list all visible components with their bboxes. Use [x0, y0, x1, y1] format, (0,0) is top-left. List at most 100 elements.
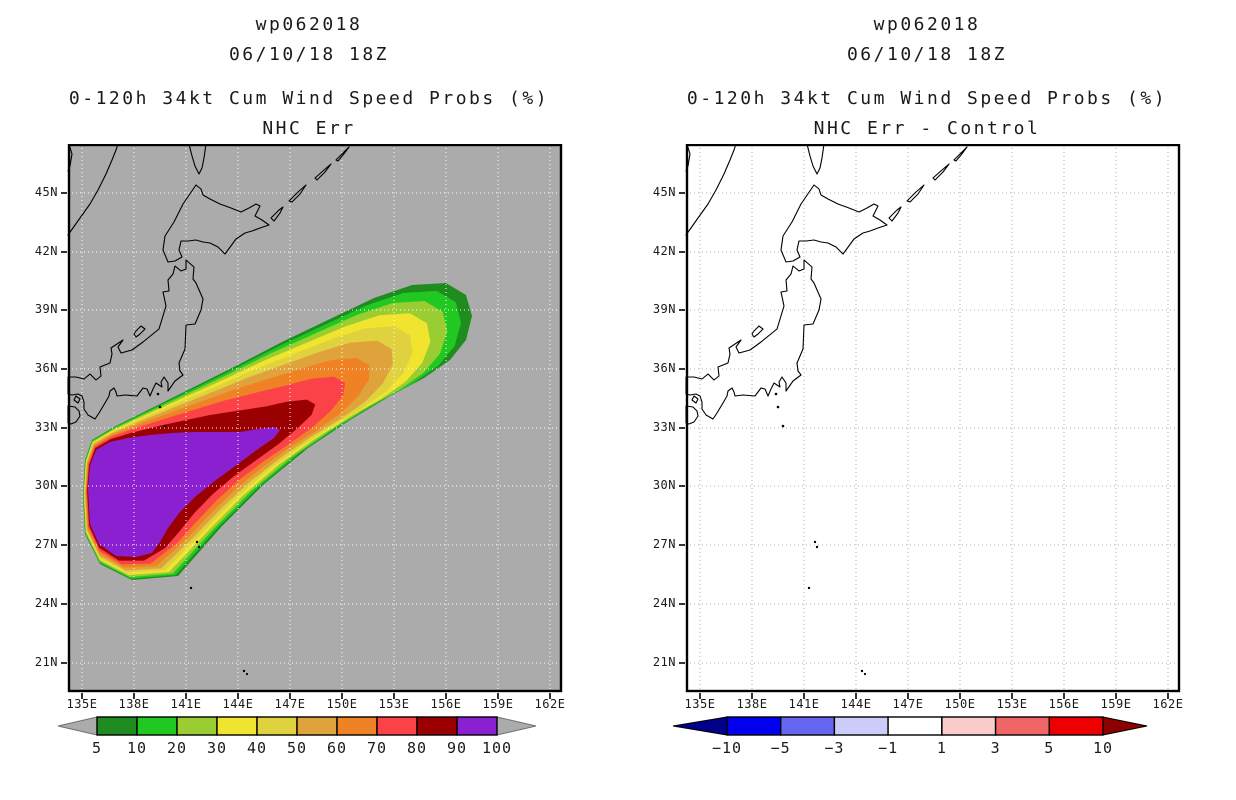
lon-label-135E: 135E	[684, 697, 716, 711]
probability-colorbar: 5 10 20 30 40 50 60 70 80 90 100	[0, 706, 618, 778]
lon-label-150E: 150E	[944, 697, 976, 711]
lon-label-156E: 156E	[430, 697, 462, 711]
storm-id: wp062018	[255, 14, 363, 35]
lon-label-138E: 138E	[736, 697, 768, 711]
model-label: NHC Err	[262, 118, 356, 139]
colorbar-tick-−3: −3	[824, 739, 844, 757]
colorbar-tick-20: 20	[167, 739, 187, 757]
colorbar-tick-60: 60	[327, 739, 347, 757]
colorbar-segment-1	[136, 716, 178, 736]
axis-ticks	[61, 192, 551, 699]
lat-label-36N: 36N	[652, 361, 676, 375]
difference-colorbar: −10 −5 −3 −1 1 3 5 10	[618, 706, 1236, 778]
lon-label-141E: 141E	[788, 697, 820, 711]
colorbar-segment-8	[416, 716, 458, 736]
colorbar-tick-1: 1	[937, 739, 947, 757]
lon-label-138E: 138E	[118, 697, 150, 711]
lat-label-45N: 45N	[34, 185, 58, 199]
model-label: NHC Err - Control	[813, 118, 1041, 139]
colorbar-segment-4	[256, 716, 298, 736]
lon-label-153E: 153E	[996, 697, 1028, 711]
lat-label-45N: 45N	[652, 185, 676, 199]
lon-label-162E: 162E	[534, 697, 566, 711]
colorbar-segment-4	[941, 716, 997, 736]
lon-label-141E: 141E	[170, 697, 202, 711]
colorbar-tick-−1: −1	[878, 739, 898, 757]
colorbar-segment-5	[296, 716, 338, 736]
colorbar-tick-−5: −5	[771, 739, 791, 757]
product-title: 0-120h 34kt Cum Wind Speed Probs (%)	[68, 88, 550, 109]
colorbar-segment-6	[336, 716, 378, 736]
colorbar-tick-30: 30	[207, 739, 227, 757]
lat-label-21N: 21N	[652, 655, 676, 669]
lat-label-27N: 27N	[652, 537, 676, 551]
colorbar-segment-2	[176, 716, 218, 736]
colorbar-segment-9	[456, 716, 498, 736]
lat-label-24N: 24N	[652, 596, 676, 610]
lat-label-39N: 39N	[34, 302, 58, 316]
colorbar-tick-70: 70	[367, 739, 387, 757]
colorbar-segment-3	[887, 716, 943, 736]
colorbar-tick-3: 3	[991, 739, 1001, 757]
colorbar-tick-5: 5	[1044, 739, 1054, 757]
lon-label-144E: 144E	[840, 697, 872, 711]
colorbar-segment-2	[833, 716, 889, 736]
axis-ticks	[679, 192, 1169, 699]
colorbar-tick-100: 100	[482, 739, 512, 757]
colorbar-tick-5: 5	[92, 739, 102, 757]
lon-label-159E: 159E	[482, 697, 514, 711]
lat-label-39N: 39N	[652, 302, 676, 316]
colorbar-tick-−10: −10	[712, 739, 742, 757]
colorbar-tick-40: 40	[247, 739, 267, 757]
colorbar-segment-5	[994, 716, 1051, 736]
probability-map-svg	[61, 143, 563, 699]
colorbar-tick-10: 10	[127, 739, 147, 757]
difference-map-svg	[679, 143, 1181, 699]
colorbar-tick-50: 50	[287, 739, 307, 757]
colorbar-left-arrow	[57, 716, 98, 736]
probability-map	[60, 143, 566, 700]
lat-label-24N: 24N	[34, 596, 58, 610]
lat-label-30N: 30N	[34, 478, 58, 492]
colorbar-segment-7	[376, 716, 418, 736]
colorbar-tick-80: 80	[407, 739, 427, 757]
lon-label-162E: 162E	[1152, 697, 1184, 711]
lon-label-150E: 150E	[326, 697, 358, 711]
lat-label-42N: 42N	[652, 244, 676, 258]
colorbar-right-arrow	[496, 716, 537, 736]
colorbar-right-arrow	[1102, 716, 1148, 736]
init-time: 06/10/18 18Z	[228, 44, 390, 65]
lat-label-30N: 30N	[652, 478, 676, 492]
product-title: 0-120h 34kt Cum Wind Speed Probs (%)	[686, 88, 1168, 109]
lon-label-153E: 153E	[378, 697, 410, 711]
lon-label-147E: 147E	[274, 697, 306, 711]
map-border	[685, 143, 1181, 693]
init-time: 06/10/18 18Z	[846, 44, 1008, 65]
graticule	[686, 144, 1180, 692]
storm-id: wp062018	[873, 14, 981, 35]
lon-label-135E: 135E	[66, 697, 98, 711]
lon-label-159E: 159E	[1100, 697, 1132, 711]
lat-label-33N: 33N	[652, 420, 676, 434]
colorbar-tick-90: 90	[447, 739, 467, 757]
panel-nhc-err-minus-control: wp062018 06/10/18 18Z 0-120h 34kt Cum Wi…	[618, 0, 1236, 800]
panel-nhc-err: wp062018 06/10/18 18Z 0-120h 34kt Cum Wi…	[0, 14, 618, 778]
map-border	[67, 143, 563, 693]
colorbar-segment-1	[779, 716, 836, 736]
lon-label-156E: 156E	[1048, 697, 1080, 711]
colorbar-segment-3	[216, 716, 258, 736]
lat-label-42N: 42N	[34, 244, 58, 258]
colorbar-segment-6	[1048, 716, 1104, 736]
colorbar-segment-0	[96, 716, 138, 736]
graticule	[68, 144, 562, 692]
lat-label-33N: 33N	[34, 420, 58, 434]
colorbar-tick-10: 10	[1093, 739, 1113, 757]
lat-label-36N: 36N	[34, 361, 58, 375]
map-background	[686, 144, 1180, 692]
probability-swath	[83, 283, 472, 580]
lon-label-147E: 147E	[892, 697, 924, 711]
lat-label-27N: 27N	[34, 537, 58, 551]
colorbar-left-arrow	[672, 716, 728, 736]
colorbar-segment-0	[726, 716, 782, 736]
